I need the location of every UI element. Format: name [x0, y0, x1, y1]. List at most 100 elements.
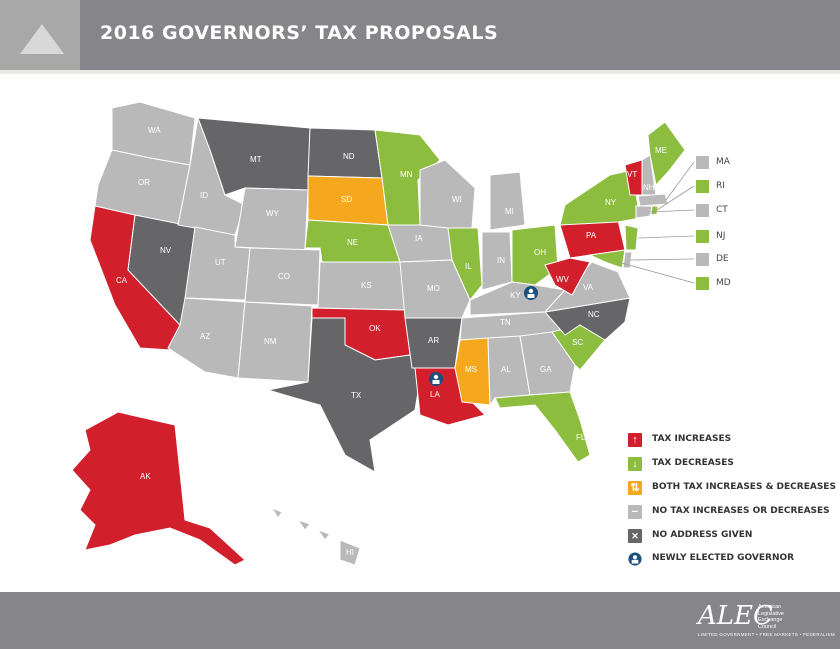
header-bar: 2016 GOVERNORS’ TAX PROPOSALS: [0, 0, 840, 70]
label-nv: NV: [160, 246, 172, 255]
label-ky: KY: [510, 291, 521, 300]
state-nj: [624, 224, 639, 251]
label-oh: OH: [534, 248, 546, 257]
x-icon: ✕: [628, 529, 642, 543]
us-map: WA OR CA NV ID MT WY UT CO AZ NM ND SD N…: [71, 101, 695, 566]
label-ga: GA: [540, 365, 552, 374]
person-icon: [429, 372, 443, 386]
label-in: IN: [497, 256, 505, 265]
label-az: AZ: [200, 332, 210, 341]
minus-icon: −: [628, 505, 642, 519]
ne-swatch: [696, 204, 709, 217]
state-labels: WA OR CA NV ID MT WY UT CO AZ NM ND SD N…: [116, 126, 667, 557]
label-tn: TN: [500, 318, 511, 327]
alec-logo: ALEC: [698, 601, 773, 631]
alec-logo-subtitle: American Legislative Exchange Council: [758, 604, 784, 630]
label-ia: IA: [415, 234, 423, 243]
label-hi: HI: [346, 548, 354, 557]
state-tx: [267, 317, 421, 473]
label-ms: MS: [465, 365, 477, 374]
header-triangle-graphic: [0, 0, 80, 70]
label-id: ID: [200, 191, 208, 200]
state-me: [647, 121, 686, 187]
label-mi: MI: [505, 207, 514, 216]
state-il: [447, 227, 483, 301]
page-title: 2016 GOVERNORS’ TAX PROPOSALS: [100, 22, 499, 44]
state-wi: [419, 159, 476, 229]
label-la: LA: [430, 390, 440, 399]
label-ne: NE: [347, 238, 358, 247]
label-nc: NC: [588, 310, 600, 319]
state-ga: [519, 331, 576, 396]
label-il: IL: [465, 262, 472, 271]
ne-swatch: [696, 156, 709, 169]
ne-label: CT: [716, 205, 728, 215]
label-me: ME: [655, 146, 667, 155]
logo-sub-line: Council: [758, 623, 777, 630]
legend-label: NO ADDRESS GIVEN: [652, 530, 753, 540]
label-wi: WI: [452, 195, 462, 204]
logo-sub-line: Legislative: [758, 610, 784, 617]
label-vt: VT: [627, 170, 637, 179]
label-va: VA: [583, 283, 594, 292]
label-pa: PA: [586, 231, 597, 240]
person-icon: [628, 552, 642, 566]
state-mo: [399, 259, 471, 319]
legend-label: BOTH TAX INCREASES & DECREASES: [652, 482, 836, 492]
logo-sub-line: American: [758, 604, 782, 610]
label-wa: WA: [148, 126, 161, 135]
state-ma: [637, 193, 669, 207]
northeast-leader-lines: [617, 161, 695, 284]
label-ak: AK: [140, 472, 151, 481]
label-ks: KS: [361, 281, 372, 290]
state-ct: [635, 205, 653, 219]
state-ny: [559, 169, 641, 226]
label-nm: NM: [264, 337, 277, 346]
header-divider: [0, 70, 840, 74]
state-mi: [489, 171, 526, 231]
arrow-up-icon: ↑: [628, 433, 642, 447]
ne-label: RI: [716, 181, 725, 191]
ne-swatch: [696, 180, 709, 193]
state-ms: [454, 337, 491, 406]
footer-bar: [0, 592, 840, 649]
ne-label: MD: [716, 278, 731, 288]
label-sc: SC: [572, 338, 583, 347]
state-ri: [650, 205, 659, 216]
label-wy: WY: [266, 209, 280, 218]
state-wy: [234, 187, 309, 251]
alec-tagline: LIMITED GOVERNMENT • FREE MARKETS • FEDE…: [698, 632, 835, 637]
label-nh: NH: [643, 183, 655, 192]
label-co: CO: [278, 272, 290, 281]
label-ca: CA: [116, 276, 128, 285]
ne-swatch: [696, 277, 709, 290]
label-mo: MO: [427, 284, 440, 293]
label-ut: UT: [215, 258, 226, 267]
state-mn: [374, 129, 441, 226]
ne-label: MA: [716, 157, 730, 167]
state-wv: [544, 257, 591, 296]
label-fl: FL: [576, 433, 586, 442]
label-wv: WV: [556, 275, 570, 284]
logo-sub-line: Exchange: [758, 617, 783, 623]
state-hi: [270, 506, 361, 566]
legend-label: TAX DECREASES: [652, 458, 734, 468]
label-nd: ND: [343, 152, 355, 161]
arrow-down-icon: ↓: [628, 457, 642, 471]
state-ak: [71, 411, 246, 566]
person-icon: [524, 286, 538, 300]
ne-swatch: [696, 230, 709, 243]
label-ar: AR: [428, 336, 439, 345]
state-fl: [494, 391, 591, 463]
legend-label: NEWLY ELECTED GOVERNOR: [652, 553, 795, 563]
state-oh: [511, 224, 559, 286]
label-mt: MT: [250, 155, 262, 164]
ne-swatch: [696, 253, 709, 266]
ne-label: DE: [716, 254, 729, 264]
label-tx: TX: [351, 391, 362, 400]
label-al: AL: [501, 365, 511, 374]
label-ok: OK: [369, 324, 381, 333]
label-or: OR: [138, 178, 150, 187]
label-ny: NY: [605, 198, 617, 207]
ne-label: NJ: [716, 231, 726, 241]
